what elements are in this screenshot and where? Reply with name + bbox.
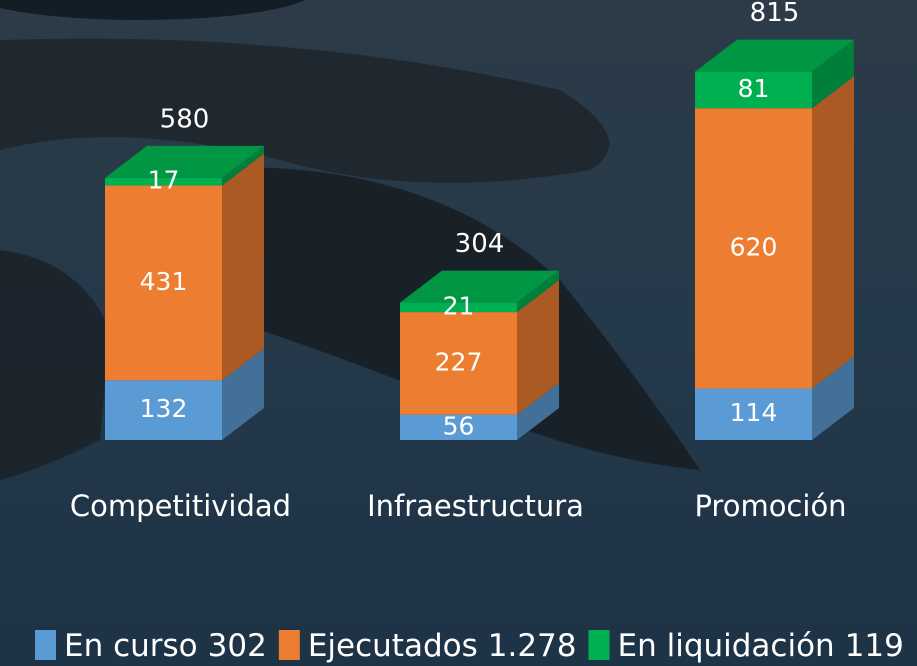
category-label: Promoción	[694, 489, 846, 523]
bar-side	[812, 39, 854, 109]
segment-label: 132	[140, 394, 188, 423]
legend-swatch	[35, 630, 56, 660]
bar-side	[517, 382, 559, 440]
segment-label: 81	[738, 74, 770, 103]
legend-total: 302	[208, 628, 267, 664]
bar-segment	[400, 414, 517, 440]
legend-total: 1.278	[488, 628, 577, 664]
bar-side	[222, 153, 264, 381]
bar-segment	[105, 177, 222, 186]
segment-label: 56	[443, 411, 475, 440]
category-label: Competitividad	[70, 489, 291, 523]
legend-name: Ejecutados	[308, 628, 478, 664]
stack-total: 304	[455, 229, 505, 259]
legend-entry: En curso 302	[64, 628, 267, 664]
segment-label: 431	[140, 267, 188, 296]
bar-top	[400, 270, 559, 303]
bar-side	[812, 356, 854, 440]
bar-segment	[400, 312, 517, 415]
segment-label: 17	[148, 166, 180, 195]
segment-label: 620	[730, 232, 778, 261]
legend-entry: En liquidación 119	[618, 628, 904, 664]
legend-total: 119	[845, 628, 904, 664]
bar-segment	[695, 71, 812, 109]
bar-segment	[105, 185, 222, 381]
category-label: Infraestructura	[367, 489, 584, 523]
bar-side	[812, 76, 854, 389]
segment-label: 21	[443, 291, 475, 320]
stack-total: 815	[750, 0, 800, 28]
bar-top	[105, 145, 264, 178]
bar-side	[222, 145, 264, 186]
stack-total: 580	[160, 104, 210, 134]
bar-segment	[400, 302, 517, 313]
legend-swatch	[278, 630, 300, 660]
bar-segment	[105, 380, 222, 440]
legend-name: En liquidación	[618, 628, 835, 664]
segment-label: 114	[730, 398, 778, 427]
segment-label: 227	[435, 347, 483, 376]
bar-side	[222, 348, 264, 440]
legend-swatch	[588, 630, 610, 660]
legend-name: En curso	[64, 628, 198, 664]
bar-segment	[695, 388, 812, 440]
bar-segment	[695, 108, 812, 389]
bar-top	[695, 39, 854, 72]
legend-entry: Ejecutados 1.278	[308, 628, 577, 664]
bar-side	[517, 280, 559, 415]
bar-side	[517, 270, 559, 313]
